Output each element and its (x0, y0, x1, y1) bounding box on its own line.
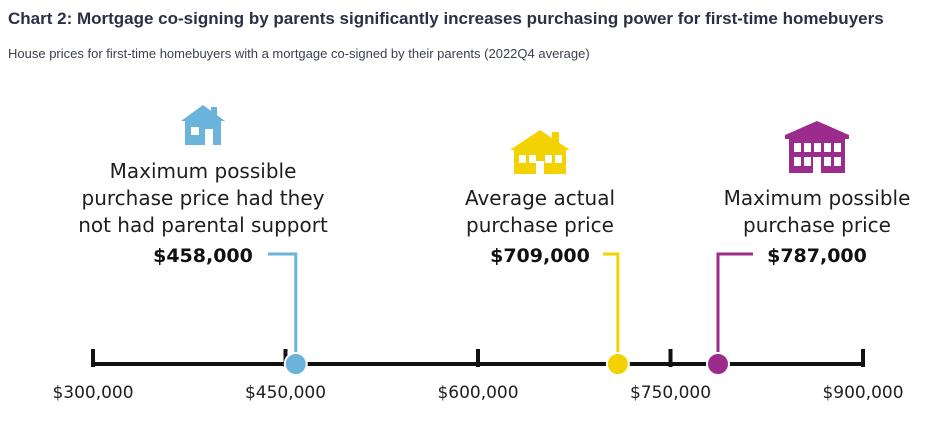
axis-tick-label: $600,000 (437, 383, 518, 403)
data-point-label: Maximum possible purchase price had they n… (78, 159, 328, 237)
large-house-icon (785, 121, 849, 173)
axis-tick-label: $750,000 (630, 383, 711, 403)
axis-tick-label: $300,000 (52, 383, 133, 403)
data-point-marker (705, 352, 730, 376)
axis-tick-label: $450,000 (245, 383, 326, 403)
medium-house-icon (510, 130, 570, 174)
data-point-label: Average actual purchase price (465, 186, 615, 237)
leader-line (268, 252, 298, 364)
chart-subtitle: House prices for first-time homebuyers w… (8, 46, 590, 61)
data-point-value: $458,000 (153, 245, 253, 267)
chart-title: Chart 2: Mortgage co-signing by parents … (8, 9, 884, 28)
small-house-icon (181, 105, 225, 145)
leader-line (603, 252, 620, 364)
data-point-marker (605, 352, 630, 376)
axis-tick-label: $900,000 (822, 383, 903, 403)
leader-line (716, 252, 753, 364)
data-point-marker (283, 352, 308, 376)
data-point-value: $787,000 (767, 245, 867, 267)
data-point-value: $709,000 (490, 245, 590, 267)
data-point-label: Maximum possible purchase price (724, 186, 911, 237)
